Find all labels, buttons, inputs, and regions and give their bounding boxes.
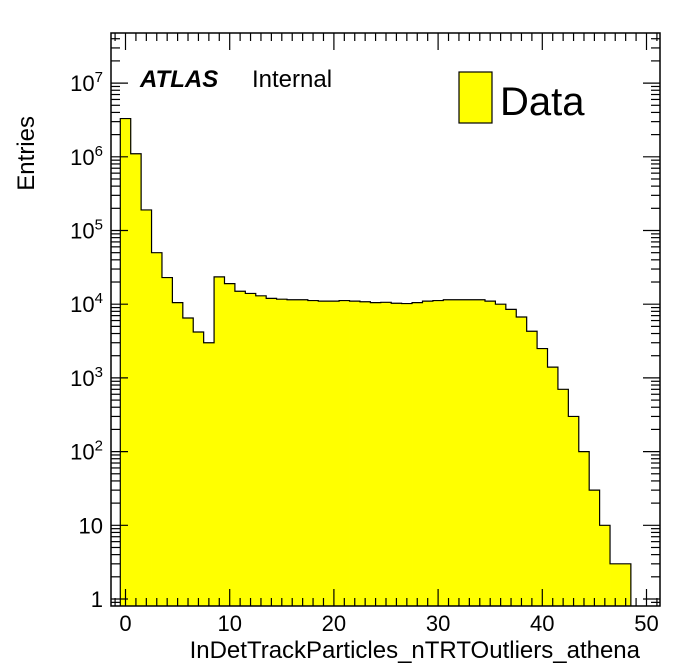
histogram-bar bbox=[443, 299, 455, 606]
x-tick-label: 40 bbox=[530, 611, 554, 636]
histogram-bar bbox=[266, 298, 277, 606]
histogram-bar bbox=[464, 299, 475, 606]
histogram-bar bbox=[578, 451, 590, 606]
histogram-bar bbox=[297, 299, 309, 606]
histogram-bar bbox=[161, 277, 173, 606]
legend-label: Data bbox=[500, 80, 585, 124]
axis-ticks bbox=[111, 33, 660, 606]
y-tick-label: 105 bbox=[70, 217, 103, 244]
x-tick-label: 10 bbox=[217, 611, 241, 636]
y-tick-label: 104 bbox=[70, 290, 103, 317]
histogram-bars bbox=[119, 117, 632, 607]
histogram-bar bbox=[505, 309, 517, 606]
histogram-bar bbox=[568, 416, 580, 606]
histogram-bar bbox=[547, 367, 559, 606]
histogram-bar bbox=[422, 301, 434, 606]
y-tick-label: 103 bbox=[70, 364, 103, 391]
x-tick-label: 20 bbox=[322, 611, 346, 636]
histogram-bar bbox=[245, 293, 257, 606]
x-tick-labels: 0 10 20 30 40 50 bbox=[119, 611, 658, 636]
y-tick-label: 107 bbox=[70, 69, 103, 96]
y-tick-label: 10 bbox=[79, 513, 103, 538]
internal-label: Internal bbox=[252, 66, 332, 93]
histogram-bar bbox=[453, 299, 465, 606]
y-tick-label: 1 bbox=[91, 587, 103, 612]
histogram-bar bbox=[401, 303, 413, 606]
histogram-bar bbox=[610, 563, 621, 606]
histogram-bar bbox=[130, 153, 142, 606]
histogram-bar bbox=[224, 283, 236, 606]
histogram-outline bbox=[119, 117, 632, 606]
histogram-bar bbox=[484, 301, 496, 606]
histogram-bar bbox=[328, 301, 340, 606]
histogram-bar bbox=[526, 331, 538, 606]
histogram-bar bbox=[349, 301, 361, 606]
histogram-bar bbox=[214, 276, 225, 606]
y-tick-label: 106 bbox=[70, 143, 103, 170]
histogram-bar bbox=[557, 389, 569, 606]
histogram-bar bbox=[307, 300, 319, 606]
histogram-bar bbox=[193, 331, 205, 606]
histogram-bar bbox=[412, 302, 423, 606]
y-tick-labels: 1 10 102 103 104 105 106 107 bbox=[70, 69, 103, 612]
y-tick-label: 102 bbox=[70, 438, 103, 465]
histogram-bar bbox=[537, 348, 548, 606]
histogram-bar bbox=[234, 291, 246, 606]
histogram-bar bbox=[474, 299, 486, 606]
histogram-bar bbox=[182, 317, 194, 606]
histogram-bar bbox=[432, 300, 444, 606]
histogram-bar bbox=[287, 299, 298, 606]
histogram-bar bbox=[276, 299, 288, 606]
histogram-bar bbox=[151, 252, 163, 606]
x-tick-label: 30 bbox=[426, 611, 450, 636]
histogram-bar bbox=[370, 302, 382, 606]
x-tick-label: 0 bbox=[119, 611, 131, 636]
atlas-label: ATLAS bbox=[139, 66, 218, 93]
histogram-bar bbox=[203, 342, 215, 606]
histogram-bar bbox=[516, 317, 528, 606]
histogram-bar bbox=[620, 563, 632, 606]
x-axis-title: InDetTrackParticles_nTRTOutliers_athena bbox=[190, 637, 641, 664]
legend-swatch bbox=[458, 71, 493, 124]
histogram-bar bbox=[589, 490, 601, 606]
histogram-bar bbox=[141, 209, 152, 606]
histogram-bar bbox=[599, 525, 611, 606]
y-axis-title: Entries bbox=[13, 116, 40, 191]
histogram-bar bbox=[255, 295, 267, 606]
histogram-bar bbox=[359, 301, 371, 606]
histogram-bar bbox=[380, 302, 392, 606]
histogram-bar bbox=[495, 304, 507, 606]
x-tick-label: 50 bbox=[634, 611, 658, 636]
histogram-bar bbox=[172, 302, 184, 606]
histogram-bar bbox=[339, 300, 350, 606]
histogram-bar bbox=[120, 118, 132, 607]
histogram-bar bbox=[391, 303, 403, 606]
histogram-bar bbox=[318, 301, 330, 606]
